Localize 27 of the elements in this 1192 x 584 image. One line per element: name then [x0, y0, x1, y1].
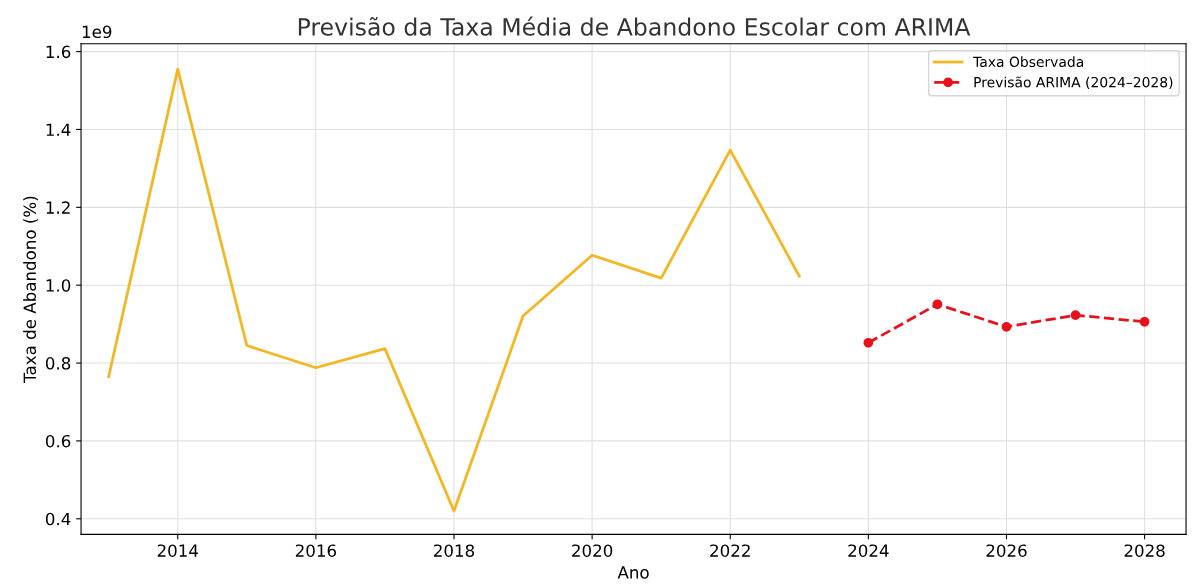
x-tick-label: 2018	[434, 544, 475, 557]
legend-label: Taxa Observada	[973, 56, 1083, 68]
y-tick-label: 1.0	[46, 279, 71, 292]
y-tick-label: 0.4	[45, 512, 71, 526]
point	[1139, 316, 1150, 327]
point	[932, 299, 943, 310]
y-tick-label: 1.6	[46, 45, 71, 59]
y-axis-title: Taxa de Abandono (%)	[23, 196, 38, 383]
point	[1070, 310, 1081, 321]
x-tick-label: 2022	[710, 544, 750, 557]
line-series	[107, 67, 801, 513]
y-tick-label: 0.8	[45, 357, 71, 370]
x-tick-label: 2014	[157, 544, 199, 557]
x-tick-label: 2028	[1124, 544, 1165, 557]
text: 1e9	[82, 25, 112, 39]
point	[1001, 321, 1012, 332]
y-tick-label: 1.2	[46, 201, 70, 214]
chart-title: Previsão da Taxa Média de Abandono Escolar com ARIMA	[298, 16, 971, 36]
legend-label: Previsão ARIMA (2024–2028)	[974, 76, 1173, 90]
y-tick-label: 0.6	[45, 434, 71, 448]
x-tick-label: 2020	[572, 544, 613, 557]
y-tick-label: 1.4	[46, 123, 71, 136]
x-axis-title: Ano	[617, 566, 649, 579]
point	[863, 337, 874, 348]
x-tick-label: 2024	[848, 544, 889, 557]
x-tick-label: 2016	[295, 544, 337, 557]
x-tick-label: 2026	[986, 544, 1027, 557]
